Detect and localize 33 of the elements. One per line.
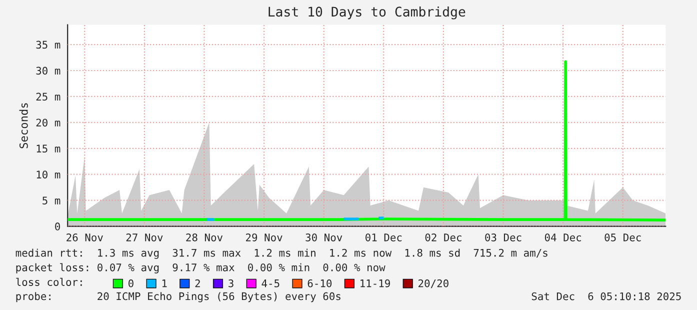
legend-label: 11-19 [360,279,390,288]
x-tick-label: 02 Dec [425,233,462,242]
x-tick-label: 29 Nov [246,233,282,242]
x-tick-label: 30 Nov [306,233,342,242]
legend-label: 0 [128,279,134,288]
text: probe: 20 ICMP Echo Pings (56 Bytes) every 60s [16,292,340,302]
text: median rtt: 1.3 ms avg 31.7 ms max 1.2 ms min 1.2 ms now 1.8 ms sd 715.2 m am/s [16,248,548,259]
y-tick-label: 20 m [36,118,60,127]
y-tick-label: 35 m [36,40,60,49]
chart-title: Last 10 Days to Cambridge [268,6,466,20]
x-tick-label: 28 Nov [186,233,223,242]
y-tick-label: 0 [55,222,60,230]
x-tick-label: 05 Dec [604,233,641,242]
text: packet loss: 0.07 % avg 9.17 % max 0.00 % min 0.00 % now [16,263,386,274]
y-tick-label: 15 m [36,144,60,153]
y-tick-label: 5 m [42,196,60,204]
y-axis-title: Seconds [19,103,28,148]
legend-label: 6-10 [308,279,332,288]
x-tick-label: 03 Dec [485,233,522,242]
x-tick-label: 01 Dec [366,233,402,242]
legend-label: 2 [195,279,200,288]
y-tick-label: 25 m [36,92,60,101]
y-tick-label: 10 m [36,170,60,178]
text: Sat Dec 6 05:10:18 2025 [532,292,681,300]
legend-label: 1 [162,280,167,288]
legend-label: 3 [228,279,234,288]
y-tick-label: 30 m [36,66,60,75]
x-tick-label: 26 Nov [66,233,103,242]
x-tick-label: 04 Dec [544,233,581,242]
x-tick-label: 27 Nov [126,233,163,242]
legend-label: 20/20 [418,279,448,288]
legend-title: loss color: [16,278,82,286]
legend-label: 4-5 [262,280,280,288]
